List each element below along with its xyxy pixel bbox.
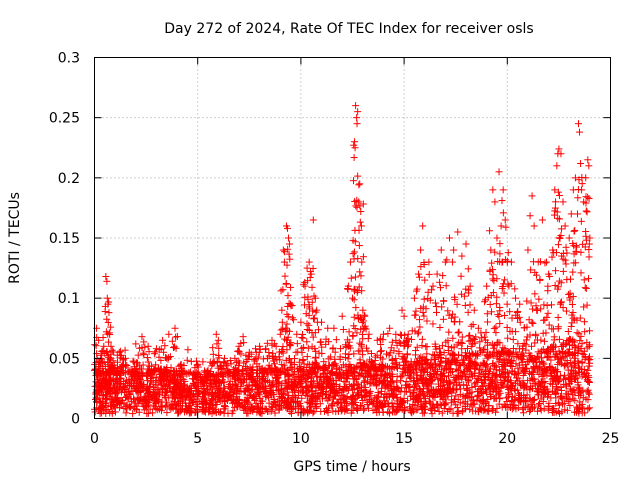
roti-point — [437, 401, 445, 409]
roti-point — [584, 366, 592, 374]
roti-point — [317, 407, 325, 415]
roti-point — [209, 350, 217, 358]
roti-point — [586, 404, 594, 412]
roti-point — [449, 334, 457, 342]
x-tick-label: 0 — [90, 431, 99, 447]
roti-point — [468, 401, 476, 409]
roti-point — [545, 353, 553, 361]
y-axis-label: ROTI / TECUs — [7, 192, 23, 284]
roti-point — [539, 398, 547, 406]
roti-point — [466, 405, 474, 413]
roti-point — [163, 409, 171, 417]
roti-point — [310, 377, 318, 385]
roti-point — [130, 405, 138, 413]
roti-point — [529, 376, 537, 384]
roti-point — [306, 403, 314, 411]
y-tick-label: 0.3 — [58, 51, 80, 67]
y-tick-label: 0.15 — [49, 231, 80, 247]
roti-point — [564, 327, 572, 335]
roti-point — [529, 319, 537, 327]
roti-point — [166, 353, 174, 361]
roti-point — [459, 407, 467, 415]
roti-point — [540, 337, 548, 345]
roti-point — [560, 399, 568, 407]
roti-point — [522, 346, 530, 354]
roti-point — [123, 376, 131, 384]
roti-point — [460, 381, 468, 389]
x-tick-label: 10 — [292, 431, 310, 447]
roti-point — [527, 382, 535, 390]
x-axis-label: GPS time / hours — [293, 459, 410, 475]
x-tick-label: 15 — [395, 431, 413, 447]
y-tick-label: 0 — [71, 412, 80, 428]
x-tick-label: 5 — [193, 431, 202, 447]
y-tick-label: 0.2 — [58, 171, 80, 187]
roti-point — [486, 365, 494, 373]
roti-point — [547, 356, 555, 364]
roti-point — [581, 409, 589, 417]
chart-title: Day 272 of 2024, Rate Of TEC Index for r… — [164, 21, 533, 37]
roti-point — [402, 377, 410, 385]
y-tick-label: 0.25 — [49, 111, 80, 127]
y-tick-label: 0.05 — [49, 351, 80, 367]
roti-point — [215, 385, 223, 393]
roti-point — [122, 409, 130, 417]
roti-point — [136, 376, 144, 384]
roti-point — [481, 333, 489, 341]
points-layer — [91, 102, 594, 418]
roti-point — [184, 346, 192, 354]
roti-point — [186, 368, 194, 376]
roti-point — [364, 404, 372, 412]
y-tick-label: 0.1 — [58, 291, 80, 307]
roti-point — [478, 397, 486, 405]
x-tick-label: 20 — [498, 431, 516, 447]
roti-point — [393, 407, 401, 415]
roti-point — [411, 383, 419, 391]
x-tick-label: 25 — [602, 431, 620, 447]
